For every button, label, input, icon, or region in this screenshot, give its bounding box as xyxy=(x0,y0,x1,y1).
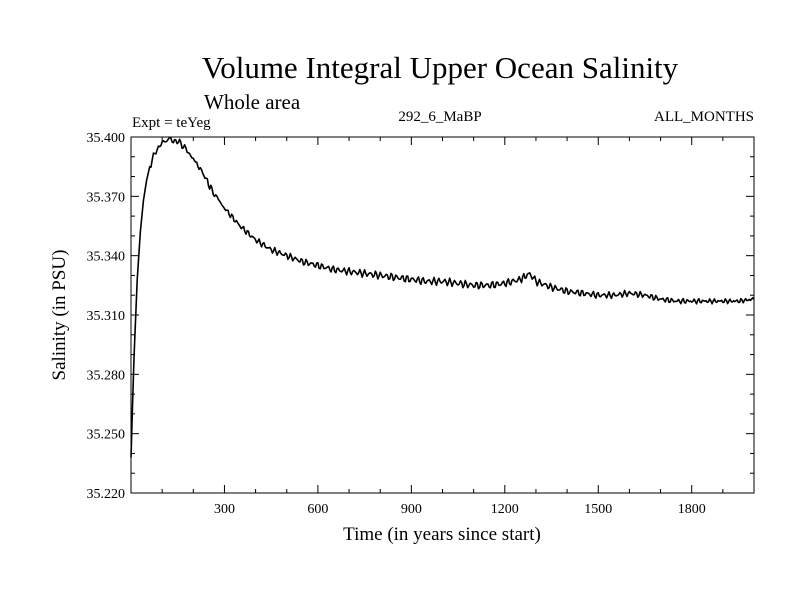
y-tick-label: 35.400 xyxy=(87,131,126,146)
plot-frame xyxy=(130,136,755,494)
plot-layer xyxy=(130,136,755,458)
x-tick-label: 1200 xyxy=(491,502,519,517)
y-axis-title: Salinity (in PSU) xyxy=(49,250,70,381)
chart-subtitle: Whole area xyxy=(204,90,301,114)
x-tick-label: 1800 xyxy=(678,502,706,517)
y-tick-label: 35.340 xyxy=(87,250,126,265)
x-tick-label: 1500 xyxy=(584,502,612,517)
x-axis-title: Time (in years since start) xyxy=(343,524,541,545)
axis-ticks xyxy=(131,136,754,494)
y-tick-label: 35.310 xyxy=(87,309,126,324)
chart-title: Volume Integral Upper Ocean Salinity xyxy=(202,50,679,85)
x-tick-label: 600 xyxy=(307,502,328,517)
x-tick-label: 900 xyxy=(401,502,422,517)
y-tick-label: 35.280 xyxy=(87,368,126,383)
y-tick-label: 35.250 xyxy=(87,428,126,443)
y-tick-label: 35.220 xyxy=(87,487,126,502)
tick-labels: 300 600 900 1200 1500 1800 35.220 35.250 35.280 3… xyxy=(87,131,706,517)
series-line-1 xyxy=(130,136,755,458)
x-tick-label: 300 xyxy=(214,502,235,517)
y-tick-label: 35.370 xyxy=(87,190,126,205)
months-label: ALL_MONTHS xyxy=(654,109,754,125)
run-label: 292_6_MaBP xyxy=(398,109,481,125)
expt-label: Expt = teYeg xyxy=(132,115,211,131)
